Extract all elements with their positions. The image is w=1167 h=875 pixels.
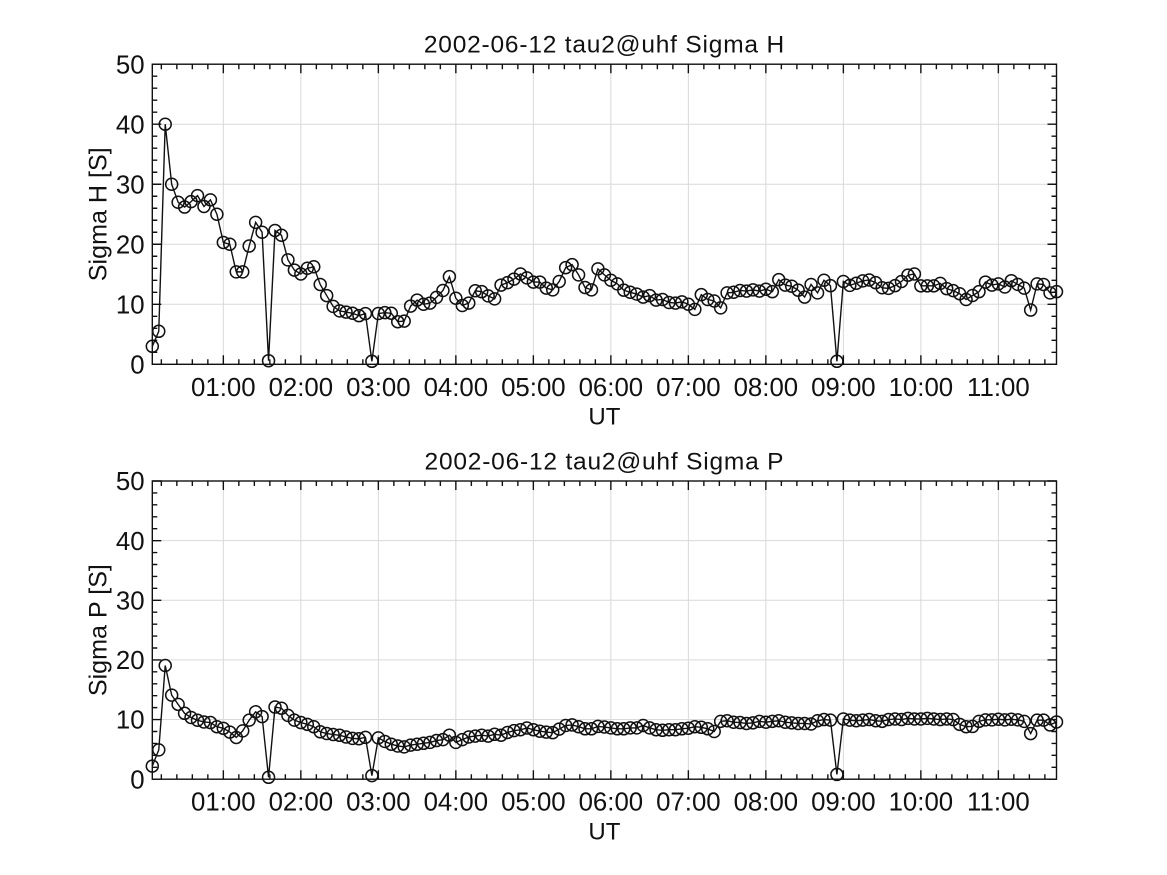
svg-text:20: 20 bbox=[116, 231, 145, 259]
svg-text:0: 0 bbox=[130, 351, 144, 379]
svg-text:40: 40 bbox=[116, 528, 145, 556]
svg-text:02:00: 02:00 bbox=[269, 374, 334, 402]
svg-text:04:00: 04:00 bbox=[424, 789, 489, 817]
svg-text:11:00: 11:00 bbox=[967, 789, 1030, 817]
svg-text:30: 30 bbox=[116, 171, 145, 199]
svg-text:07:00: 07:00 bbox=[656, 374, 721, 402]
svg-text:0: 0 bbox=[130, 766, 144, 794]
svg-text:20: 20 bbox=[116, 647, 145, 675]
svg-text:01:00: 01:00 bbox=[191, 374, 256, 402]
svg-text:03:00: 03:00 bbox=[346, 789, 411, 817]
svg-text:09:00: 09:00 bbox=[811, 374, 876, 402]
svg-text:Sigma H [S]: Sigma H [S] bbox=[85, 147, 113, 281]
svg-text:UT: UT bbox=[588, 819, 620, 846]
svg-text:02:00: 02:00 bbox=[269, 789, 334, 817]
svg-text:06:00: 06:00 bbox=[579, 374, 644, 402]
svg-text:01:00: 01:00 bbox=[191, 789, 256, 817]
svg-text:08:00: 08:00 bbox=[734, 374, 799, 402]
svg-text:2002-06-12 tau2@uhf Sigma P: 2002-06-12 tau2@uhf Sigma P bbox=[425, 448, 785, 475]
svg-text:Sigma P [S]: Sigma P [S] bbox=[85, 564, 113, 696]
svg-text:09:00: 09:00 bbox=[811, 789, 876, 817]
svg-text:50: 50 bbox=[116, 468, 145, 496]
svg-text:11:00: 11:00 bbox=[967, 374, 1030, 402]
svg-text:UT: UT bbox=[588, 404, 620, 431]
svg-text:06:00: 06:00 bbox=[579, 789, 644, 817]
svg-text:40: 40 bbox=[116, 111, 145, 139]
svg-text:10: 10 bbox=[116, 291, 145, 319]
svg-text:10: 10 bbox=[116, 707, 145, 735]
svg-text:05:00: 05:00 bbox=[501, 789, 566, 817]
svg-text:08:00: 08:00 bbox=[734, 789, 799, 817]
svg-text:30: 30 bbox=[116, 587, 145, 615]
svg-text:04:00: 04:00 bbox=[424, 374, 489, 402]
svg-text:03:00: 03:00 bbox=[346, 374, 411, 402]
svg-text:50: 50 bbox=[116, 51, 145, 79]
svg-text:10:00: 10:00 bbox=[889, 374, 954, 402]
svg-text:05:00: 05:00 bbox=[501, 374, 566, 402]
svg-text:2002-06-12 tau2@uhf Sigma H: 2002-06-12 tau2@uhf Sigma H bbox=[424, 32, 785, 59]
svg-text:10:00: 10:00 bbox=[889, 789, 954, 817]
svg-text:07:00: 07:00 bbox=[656, 789, 721, 817]
